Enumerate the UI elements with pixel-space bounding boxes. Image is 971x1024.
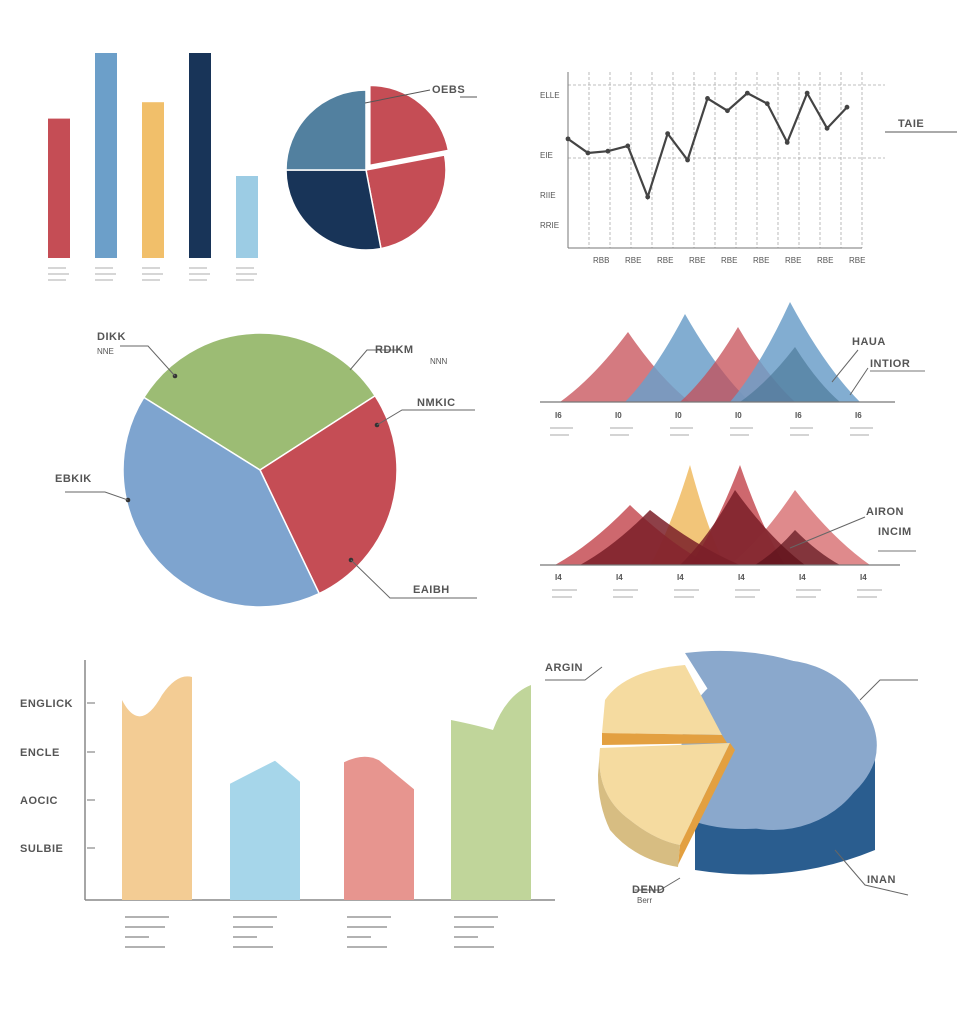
line-point-10 bbox=[764, 101, 770, 107]
bar1-bar-1 bbox=[95, 53, 117, 258]
pie1-slice-1 bbox=[365, 154, 447, 250]
bar2-ytick-0: ENGLICK bbox=[20, 698, 73, 710]
area1-xtick-0: I6 bbox=[555, 411, 562, 420]
bar1-bar-4 bbox=[236, 176, 258, 258]
pie-mid-sublabel-tl: NNE bbox=[97, 347, 114, 356]
line-point-7 bbox=[705, 96, 710, 101]
bar2-bar-1 bbox=[230, 760, 300, 900]
pie-mid-label-r: NMKIC bbox=[417, 397, 456, 409]
line-point-11 bbox=[784, 140, 790, 145]
line-xtick-5: RBE bbox=[753, 256, 769, 265]
area2-xtick-3: I4 bbox=[738, 573, 745, 582]
bar2-ytick-1: ENCLE bbox=[20, 747, 60, 759]
pie3d-sublabel-bl: Berr bbox=[637, 896, 652, 905]
pie-chart-top: OEBS bbox=[285, 84, 477, 251]
line-xtick-3: RBE bbox=[689, 256, 705, 265]
pie1-slice-0 bbox=[369, 84, 450, 167]
line-xtick-2: RBE bbox=[657, 256, 673, 265]
area2-xtick-2: I4 bbox=[677, 573, 684, 582]
area-chart-middle-right: I6 I0 I0 I0 I6 I6 HAUA INTIOR bbox=[540, 302, 925, 436]
line-point-0 bbox=[565, 136, 571, 142]
area1-peak-4 bbox=[740, 347, 840, 402]
pie1-slice-2 bbox=[285, 169, 382, 251]
pie3d-label-tl: ARGIN bbox=[545, 662, 583, 674]
pie-mid-label-l: EBKIK bbox=[55, 473, 92, 485]
area2-xtick-0: I4 bbox=[555, 573, 562, 582]
pie3d-label-br: INAN bbox=[867, 874, 896, 886]
pie3d-blue-wedge bbox=[685, 650, 877, 829]
area2-xtick-4: I4 bbox=[799, 573, 806, 582]
line-ytick-0: ELLE bbox=[540, 91, 560, 100]
pie-mid-sublabel-tr: NNN bbox=[430, 357, 448, 366]
area2-label-b: INCIM bbox=[878, 526, 912, 538]
bar-chart-top-left bbox=[48, 53, 258, 281]
line-point-1 bbox=[585, 150, 591, 156]
bar2-bar-0 bbox=[122, 676, 192, 900]
area2-xtick-1: I4 bbox=[616, 573, 623, 582]
pie-mid-label-tl: DIKK bbox=[97, 331, 126, 343]
pie3d-tan-side bbox=[598, 748, 680, 867]
line-xtick-6: RBE bbox=[785, 256, 801, 265]
line-xtick-7: RBE bbox=[817, 256, 833, 265]
bar2-ytick-2: AOCIC bbox=[20, 795, 58, 807]
bar2-bar-2 bbox=[344, 756, 414, 900]
bar1-bar-2 bbox=[142, 102, 164, 258]
pie3d-orange-edge bbox=[602, 733, 727, 745]
bar2-bar-3 bbox=[451, 685, 531, 900]
area1-label-a: HAUA bbox=[852, 336, 886, 348]
line-xtick-0: RBB bbox=[593, 256, 609, 265]
line-point-3 bbox=[625, 143, 631, 149]
line-point-4 bbox=[645, 194, 651, 200]
line-xtick-1: RBE bbox=[625, 256, 641, 265]
line-xtick-4: RBE bbox=[721, 256, 737, 265]
area1-label-b: INTIOR bbox=[870, 358, 910, 370]
area1-xtick-3: I0 bbox=[735, 411, 742, 420]
line-ytick-1: EIE bbox=[540, 151, 553, 160]
area1-xtick-4: I6 bbox=[795, 411, 802, 420]
line-point-13 bbox=[824, 125, 830, 131]
pie3d-chart-bottom-right: ARGIN DEND Berr INAN bbox=[545, 650, 918, 905]
pie-mid-label-tr: RDIKM bbox=[375, 344, 414, 356]
line-point-6 bbox=[685, 157, 690, 163]
line-ytick-2: RIIE bbox=[540, 191, 556, 200]
pie2-slice-2 bbox=[122, 396, 321, 608]
line-point-14 bbox=[844, 104, 850, 110]
line-point-2 bbox=[605, 148, 611, 154]
bar1-bar-0 bbox=[48, 118, 70, 258]
bar2-ytick-3: SULBIE bbox=[20, 843, 63, 855]
area2-peak-5 bbox=[680, 490, 805, 565]
pie-mid-label-br: EAIBH bbox=[413, 584, 450, 596]
line-point-12 bbox=[804, 90, 810, 96]
area2-xtick-5: I4 bbox=[860, 573, 867, 582]
area1-xtick-5: I6 bbox=[855, 411, 862, 420]
area2-label-a: AIRON bbox=[866, 506, 904, 518]
pie1-slice-3 bbox=[285, 89, 367, 171]
area2-peak-6 bbox=[755, 530, 840, 565]
pie-chart-middle: DIKK NNE RDIKM NNN NMKIC EBKIK EAIBH bbox=[55, 331, 477, 608]
line-point-5 bbox=[665, 131, 671, 136]
pie-top-label: OEBS bbox=[432, 84, 465, 96]
pie3d-label-bl: DEND bbox=[632, 884, 665, 896]
line-ytick-3: RRIE bbox=[540, 221, 559, 230]
pie2-slice-0 bbox=[142, 332, 377, 471]
area1-xtick-1: I0 bbox=[615, 411, 622, 420]
pie3d-orange-side bbox=[678, 743, 735, 865]
area1-xtick-2: I0 bbox=[675, 411, 682, 420]
line-chart-top-right: ELLE EIE RIIE RRIE RBB RBE RBE RBE RBE RBE RBE RBE… bbox=[540, 72, 957, 265]
line-point-9 bbox=[744, 90, 750, 96]
pie3d-yellow-top bbox=[602, 665, 722, 735]
pie3d-yellow-bottom bbox=[599, 743, 730, 845]
line-chart-label: TAIE bbox=[898, 118, 924, 130]
line-point-8 bbox=[725, 108, 730, 114]
bar-chart-bottom-left: ENGLICK ENCLE AOCIC SULBIE bbox=[20, 660, 555, 948]
line-xtick-8: RBE bbox=[849, 256, 865, 265]
bar1-bar-3 bbox=[189, 53, 211, 258]
area-chart-lower-right: I4 I4 I4 I4 I4 I4 AIRON INCIM bbox=[540, 465, 916, 598]
